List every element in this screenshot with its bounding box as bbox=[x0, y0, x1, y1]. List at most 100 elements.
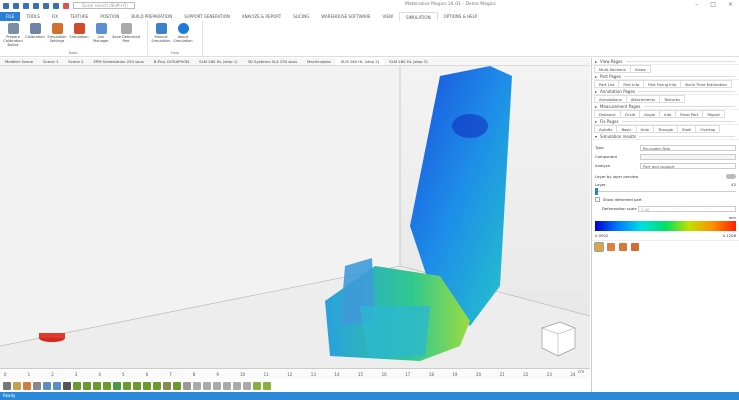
simulation-button[interactable]: Simulation bbox=[68, 21, 90, 56]
close-icon[interactable]: × bbox=[727, 1, 733, 8]
menu-tab-tools[interactable]: TOOLS bbox=[26, 14, 40, 19]
quick-search-input[interactable]: Quick search (Shift+Q) bbox=[73, 2, 135, 9]
scene-tab[interactable]: SLM 280 HL (step 1) bbox=[199, 59, 238, 64]
panel-tab[interactable]: Info bbox=[660, 110, 677, 118]
type-select[interactable]: Re-coater Risk bbox=[640, 144, 736, 151]
panel-tab[interactable]: Views bbox=[630, 65, 651, 73]
panel-tab[interactable]: Circle bbox=[620, 110, 641, 118]
panel-tab[interactable]: Annotations bbox=[594, 95, 627, 103]
menu-tab-options-help[interactable]: OPTIONS & HELP bbox=[443, 14, 478, 19]
fix-pages-header[interactable]: ▸ Fix Pages bbox=[592, 118, 739, 125]
scene-tab[interactable]: B.Proj. DOSAPHON bbox=[153, 59, 190, 64]
analyze-select[interactable]: Part and support bbox=[640, 162, 736, 169]
toolbar-tool-icon[interactable] bbox=[113, 381, 121, 390]
maximize-icon[interactable]: □ bbox=[710, 1, 716, 8]
menu-tab-file[interactable]: FILE bbox=[0, 12, 21, 21]
measurement-pages-header[interactable]: ▸ Measurement Pages bbox=[592, 103, 739, 110]
toolbar-tool-icon[interactable] bbox=[63, 381, 71, 390]
toolbar-tool-icon[interactable] bbox=[173, 381, 181, 390]
panel-tab[interactable]: Shell bbox=[678, 125, 697, 133]
menu-tab-slicing[interactable]: SLICING bbox=[293, 14, 310, 19]
panel-tab[interactable]: Hole bbox=[636, 125, 655, 133]
undo-icon[interactable] bbox=[43, 2, 49, 9]
3d-viewport[interactable] bbox=[0, 66, 591, 368]
prepare-calibration-button[interactable]: Prepare Calibration Builds bbox=[2, 21, 24, 56]
panel-tab[interactable]: Angle bbox=[640, 110, 661, 118]
toolbar-tool-icon[interactable] bbox=[193, 381, 201, 390]
result-view-icon[interactable] bbox=[607, 242, 615, 251]
about-simulation-button[interactable]: About Simulation bbox=[172, 21, 194, 56]
panel-tab[interactable]: Basic bbox=[617, 125, 637, 133]
panel-tab[interactable]: Distance bbox=[594, 110, 621, 118]
result-view-icon[interactable] bbox=[594, 241, 604, 252]
stop-icon[interactable] bbox=[63, 2, 69, 9]
panel-tab[interactable]: Build Time Estimation bbox=[681, 80, 732, 88]
toolbar-tool-icon[interactable] bbox=[233, 381, 241, 390]
scene-tab[interactable]: Machinejobs bbox=[307, 59, 331, 64]
menu-tab-analyze-report[interactable]: ANALYZE & REPORT bbox=[241, 14, 282, 19]
toolbar-tool-icon[interactable] bbox=[83, 381, 91, 390]
toolbar-tool-icon[interactable] bbox=[203, 381, 211, 390]
scene-tab[interactable]: Scene 1 bbox=[43, 59, 59, 64]
menu-tab-warehouse-software[interactable]: WAREHOUSE SOFTWARE bbox=[321, 14, 371, 19]
panel-tab[interactable]: Report bbox=[703, 110, 725, 118]
component-select[interactable] bbox=[640, 153, 736, 160]
toolbar-tool-icon[interactable] bbox=[103, 381, 111, 390]
menu-tab-position[interactable]: POSITION bbox=[100, 14, 120, 19]
manual-simulation-button[interactable]: Manual Simulation bbox=[150, 21, 172, 56]
scene-tab[interactable]: Modeler Scene bbox=[5, 59, 34, 64]
scene-tab[interactable]: SLM 280 HL (step 3) bbox=[389, 59, 428, 64]
menu-tab-build-preparation[interactable]: BUILD PREPARATION bbox=[131, 14, 173, 19]
toolbar-tool-icon[interactable] bbox=[263, 381, 271, 390]
toolbar-tool-icon[interactable] bbox=[153, 381, 161, 390]
menu-tab-simulation[interactable]: SIMULATION bbox=[398, 12, 438, 21]
toolbar-tool-icon[interactable] bbox=[133, 381, 141, 390]
minimize-icon[interactable]: – bbox=[695, 1, 699, 8]
toolbar-tool-icon[interactable] bbox=[23, 381, 31, 390]
panel-tab[interactable]: Part Info bbox=[619, 80, 645, 88]
panel-tab[interactable]: Multi-Sections bbox=[594, 65, 631, 73]
toolbar-tool-icon[interactable] bbox=[143, 381, 151, 390]
toolbar-tool-icon[interactable] bbox=[13, 381, 21, 390]
menu-tab-texture[interactable]: TEXTURE bbox=[70, 14, 89, 19]
show-deformed-checkbox[interactable] bbox=[595, 197, 600, 202]
scene-tab[interactable]: SLM 280 HL (step 2) bbox=[335, 58, 385, 65]
toolbar-tool-icon[interactable] bbox=[243, 381, 251, 390]
panel-tab[interactable]: Overlap bbox=[696, 125, 721, 133]
toolbar-tool-icon[interactable] bbox=[213, 381, 221, 390]
result-view-icon[interactable] bbox=[619, 242, 627, 251]
calibration-button[interactable]: Calibration bbox=[24, 21, 46, 56]
toolbar-tool-icon[interactable] bbox=[253, 381, 261, 390]
part-pages-header[interactable]: ▸ Part Pages bbox=[592, 73, 739, 80]
open-icon[interactable] bbox=[23, 2, 29, 9]
slider-handle[interactable] bbox=[595, 187, 598, 195]
panel-tab[interactable]: Part List bbox=[594, 80, 620, 88]
menu-tab-fix[interactable]: FIX bbox=[51, 14, 58, 19]
annotation-pages-header[interactable]: ▸ Annotation Pages bbox=[592, 88, 739, 95]
scene-tab[interactable]: EPM Sintestation 250 sbus bbox=[93, 59, 144, 64]
menu-tab-support-generation[interactable]: SUPPORT GENERATION bbox=[184, 14, 230, 19]
new-icon[interactable] bbox=[13, 2, 19, 9]
scene-tab[interactable]: 3D Systems SLA 250 sbus bbox=[247, 59, 298, 64]
save-icon[interactable] bbox=[33, 2, 39, 9]
scene-tab[interactable]: Scene 2 bbox=[68, 59, 84, 64]
redo-icon[interactable] bbox=[53, 2, 59, 9]
layer-preview-toggle[interactable] bbox=[726, 174, 736, 179]
toolbar-tool-icon[interactable] bbox=[223, 381, 231, 390]
view-cube[interactable] bbox=[541, 321, 576, 357]
result-view-icon[interactable] bbox=[631, 242, 639, 251]
toolbar-tool-icon[interactable] bbox=[43, 381, 51, 390]
job-manager-button[interactable]: Job Manager bbox=[90, 21, 112, 56]
toolbar-tool-icon[interactable] bbox=[93, 381, 101, 390]
toolbar-tool-icon[interactable] bbox=[73, 381, 81, 390]
panel-tab[interactable]: Part Fixing Info bbox=[644, 80, 682, 88]
view-pages-header[interactable]: ▸ View Pages bbox=[592, 58, 739, 65]
save-deformed-part-button[interactable]: Save Deformed Part bbox=[112, 21, 140, 56]
panel-tab[interactable]: Triangle bbox=[654, 125, 679, 133]
menu-tab-view[interactable]: VIEW bbox=[382, 14, 393, 19]
simulation-results-header[interactable]: ▾ Simulation results bbox=[592, 133, 739, 140]
deformation-scale-input[interactable]: 5.00 bbox=[638, 205, 736, 212]
toolbar-tool-icon[interactable] bbox=[123, 381, 131, 390]
panel-tab[interactable]: Autofix bbox=[594, 125, 618, 133]
toolbar-tool-icon[interactable] bbox=[3, 381, 11, 390]
